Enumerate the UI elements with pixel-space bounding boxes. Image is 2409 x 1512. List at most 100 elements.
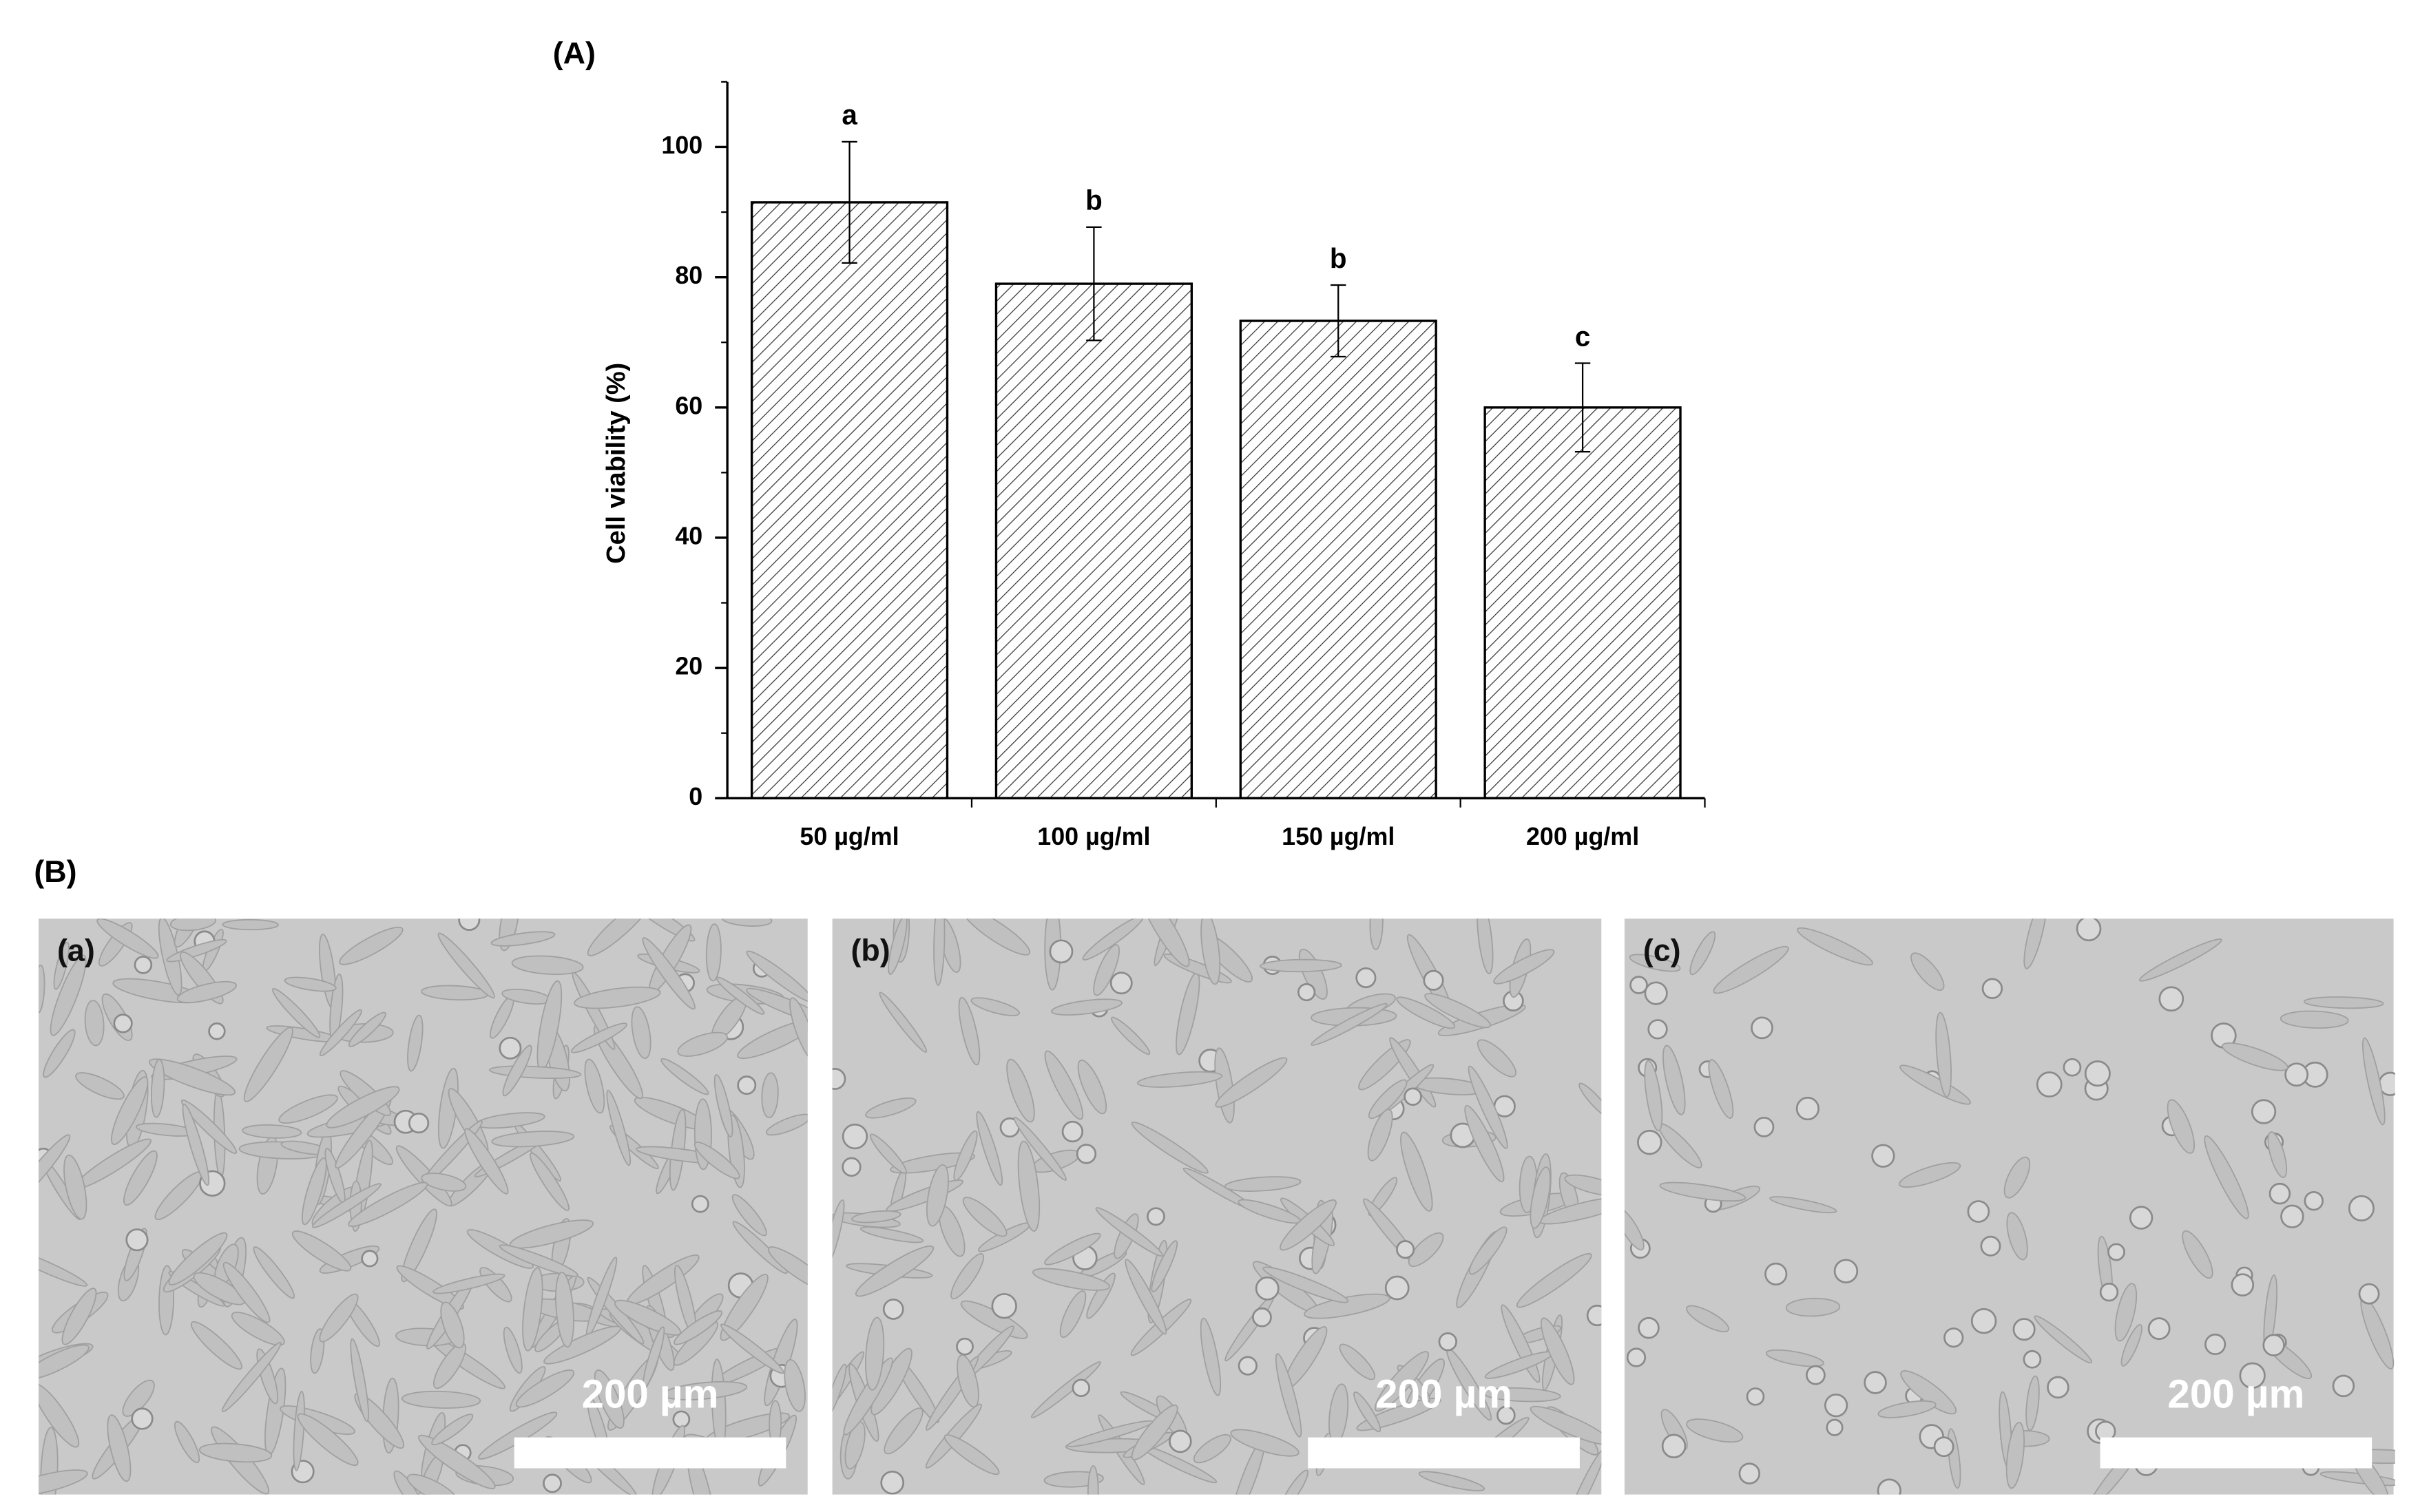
cell xyxy=(746,950,808,1003)
cell xyxy=(39,1383,80,1448)
x-tick-label: 200 µg/ml xyxy=(1526,823,1639,850)
cell xyxy=(182,1103,210,1186)
cell xyxy=(2063,1058,2082,1077)
error-bar xyxy=(1574,362,1591,453)
significance-letter: b xyxy=(1085,185,1103,216)
cell xyxy=(43,1029,76,1078)
cell xyxy=(784,1358,806,1412)
cell xyxy=(1541,1317,1575,1385)
cell xyxy=(1933,1436,1954,1458)
cell xyxy=(1980,1235,2001,1257)
y-axis-title: Cell viability (%) xyxy=(602,363,631,564)
cell xyxy=(1629,954,1681,972)
cell xyxy=(1252,1307,1272,1327)
cell xyxy=(1136,1071,1223,1088)
cell xyxy=(311,1183,382,1228)
cell xyxy=(1297,983,1316,1002)
cell xyxy=(691,1195,709,1213)
cell xyxy=(720,1323,784,1374)
cell xyxy=(761,1072,779,1118)
cell xyxy=(1200,1317,1222,1396)
cell xyxy=(1516,1252,1592,1308)
cell xyxy=(933,918,946,986)
cell xyxy=(1110,1016,1151,1056)
cell xyxy=(660,1058,709,1095)
cell xyxy=(499,1244,578,1277)
cell xyxy=(231,1312,285,1346)
cell xyxy=(75,1072,125,1100)
cell xyxy=(1400,1131,1433,1212)
cell xyxy=(2332,1374,2355,1398)
cell xyxy=(879,991,928,1053)
cell xyxy=(844,1421,866,1470)
cell xyxy=(1482,1387,1561,1403)
cell xyxy=(1764,1262,1788,1285)
cell xyxy=(1424,993,1491,1029)
cell xyxy=(53,941,70,990)
cell xyxy=(150,1058,165,1118)
cell xyxy=(953,1130,978,1182)
cell xyxy=(39,1134,71,1204)
cell xyxy=(1751,1016,1773,1040)
cell xyxy=(716,976,765,1015)
cell xyxy=(499,1036,522,1060)
cell xyxy=(593,1025,643,1100)
cell xyxy=(2034,1315,2093,1364)
cell xyxy=(2036,1071,2063,1098)
cell xyxy=(522,1267,543,1352)
cell xyxy=(1032,1268,1110,1291)
micrographs: (a) 200 µm (b) 200 µm (c) 200 µm xyxy=(39,918,2395,1495)
bar xyxy=(994,282,1193,800)
cell xyxy=(502,1044,532,1097)
cell xyxy=(1125,1259,1167,1335)
cell xyxy=(1689,931,1716,976)
cell xyxy=(2120,1324,2142,1367)
cell xyxy=(2303,996,2384,1009)
y-tick-label: 40 xyxy=(675,522,702,549)
cell xyxy=(2348,1195,2375,1221)
error-bar xyxy=(842,140,857,264)
cell xyxy=(198,1442,273,1463)
cell xyxy=(242,1124,302,1139)
cell xyxy=(319,1293,359,1343)
cell xyxy=(1626,1347,1647,1367)
cell xyxy=(1311,1002,1388,1046)
image-label: (a) xyxy=(57,932,95,967)
cell xyxy=(832,1199,845,1267)
cell xyxy=(1708,1059,1734,1119)
cell xyxy=(2129,1206,2154,1230)
cell xyxy=(1637,1129,1662,1155)
cell xyxy=(1468,1065,1508,1149)
cell xyxy=(339,926,404,965)
cell xyxy=(1238,1356,1258,1376)
cell xyxy=(2023,918,2047,969)
cell xyxy=(2280,1010,2349,1029)
cell xyxy=(2204,1135,2249,1219)
cell xyxy=(2047,1376,2069,1399)
cell xyxy=(991,1293,1017,1319)
cell xyxy=(1139,918,1190,967)
cell xyxy=(1230,1429,1300,1457)
cell xyxy=(1418,1471,1485,1491)
cell xyxy=(107,1414,132,1482)
cell xyxy=(713,1073,733,1137)
cell xyxy=(1353,1391,1381,1433)
cell xyxy=(842,1123,868,1150)
cell xyxy=(1384,1275,1410,1301)
x-tick-label: 150 µg/ml xyxy=(1282,823,1395,850)
cell xyxy=(169,918,217,932)
y-tick-label: 0 xyxy=(689,783,702,810)
bar xyxy=(750,201,949,800)
cell xyxy=(2158,986,2184,1012)
cell xyxy=(737,1075,757,1095)
cell xyxy=(2138,938,2222,982)
cell xyxy=(1224,1176,1302,1192)
cell xyxy=(1864,1371,1887,1394)
cell xyxy=(1746,1387,1765,1406)
cell xyxy=(131,1407,154,1430)
cell xyxy=(134,956,153,974)
x-tick-label: 50 µg/ml xyxy=(800,823,899,850)
cell xyxy=(1899,1064,1972,1105)
